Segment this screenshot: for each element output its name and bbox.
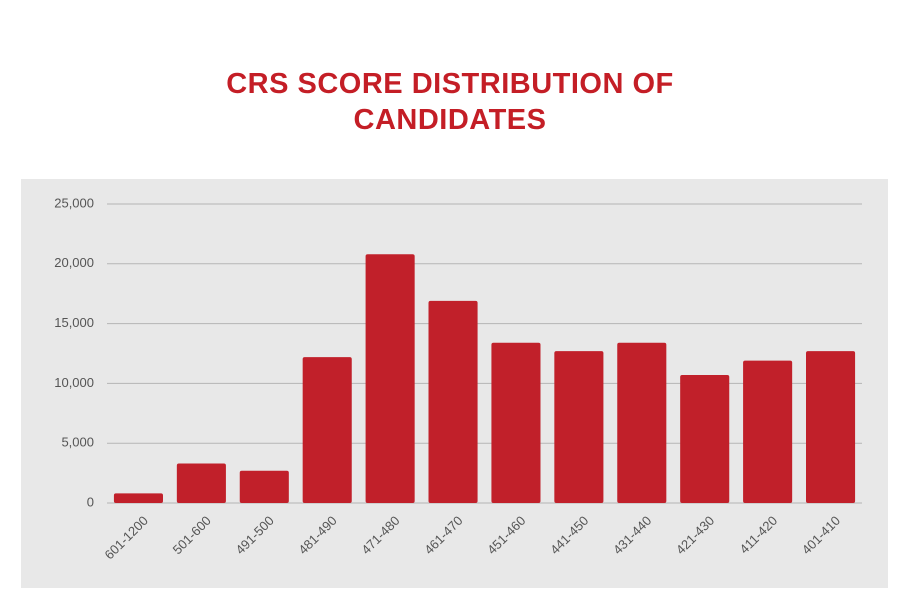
- y-tick-label: 25,000: [54, 195, 94, 210]
- bar: [491, 342, 541, 503]
- bar: [554, 351, 604, 503]
- bar: [239, 470, 289, 503]
- bar: [113, 493, 163, 503]
- y-tick-label: 15,000: [54, 315, 94, 330]
- bar: [176, 463, 226, 503]
- bar: [428, 300, 478, 503]
- bar: [365, 254, 415, 503]
- bar: [806, 351, 856, 503]
- bar: [302, 357, 352, 503]
- y-tick-label: 5,000: [61, 435, 94, 450]
- y-tick-label: 0: [87, 494, 94, 509]
- bar: [680, 375, 730, 503]
- bar: [617, 342, 667, 503]
- y-tick-label: 20,000: [54, 255, 94, 270]
- bar: [743, 360, 793, 503]
- chart-title: CRS SCORE DISTRIBUTION OF CANDIDATES: [226, 68, 674, 136]
- y-tick-label: 10,000: [54, 375, 94, 390]
